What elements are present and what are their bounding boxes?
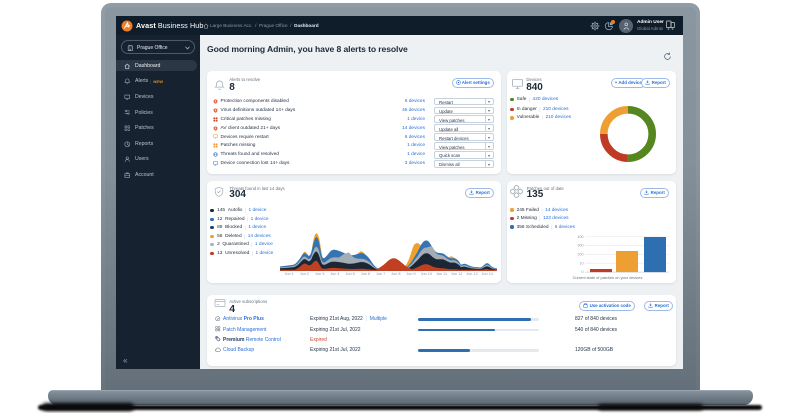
svg-text:10: 10: [580, 262, 584, 266]
svg-text:300: 300: [578, 244, 584, 248]
svg-text:0: 0: [582, 270, 584, 273]
svg-text:200: 200: [578, 253, 584, 257]
svg-text:400: 400: [578, 235, 584, 239]
